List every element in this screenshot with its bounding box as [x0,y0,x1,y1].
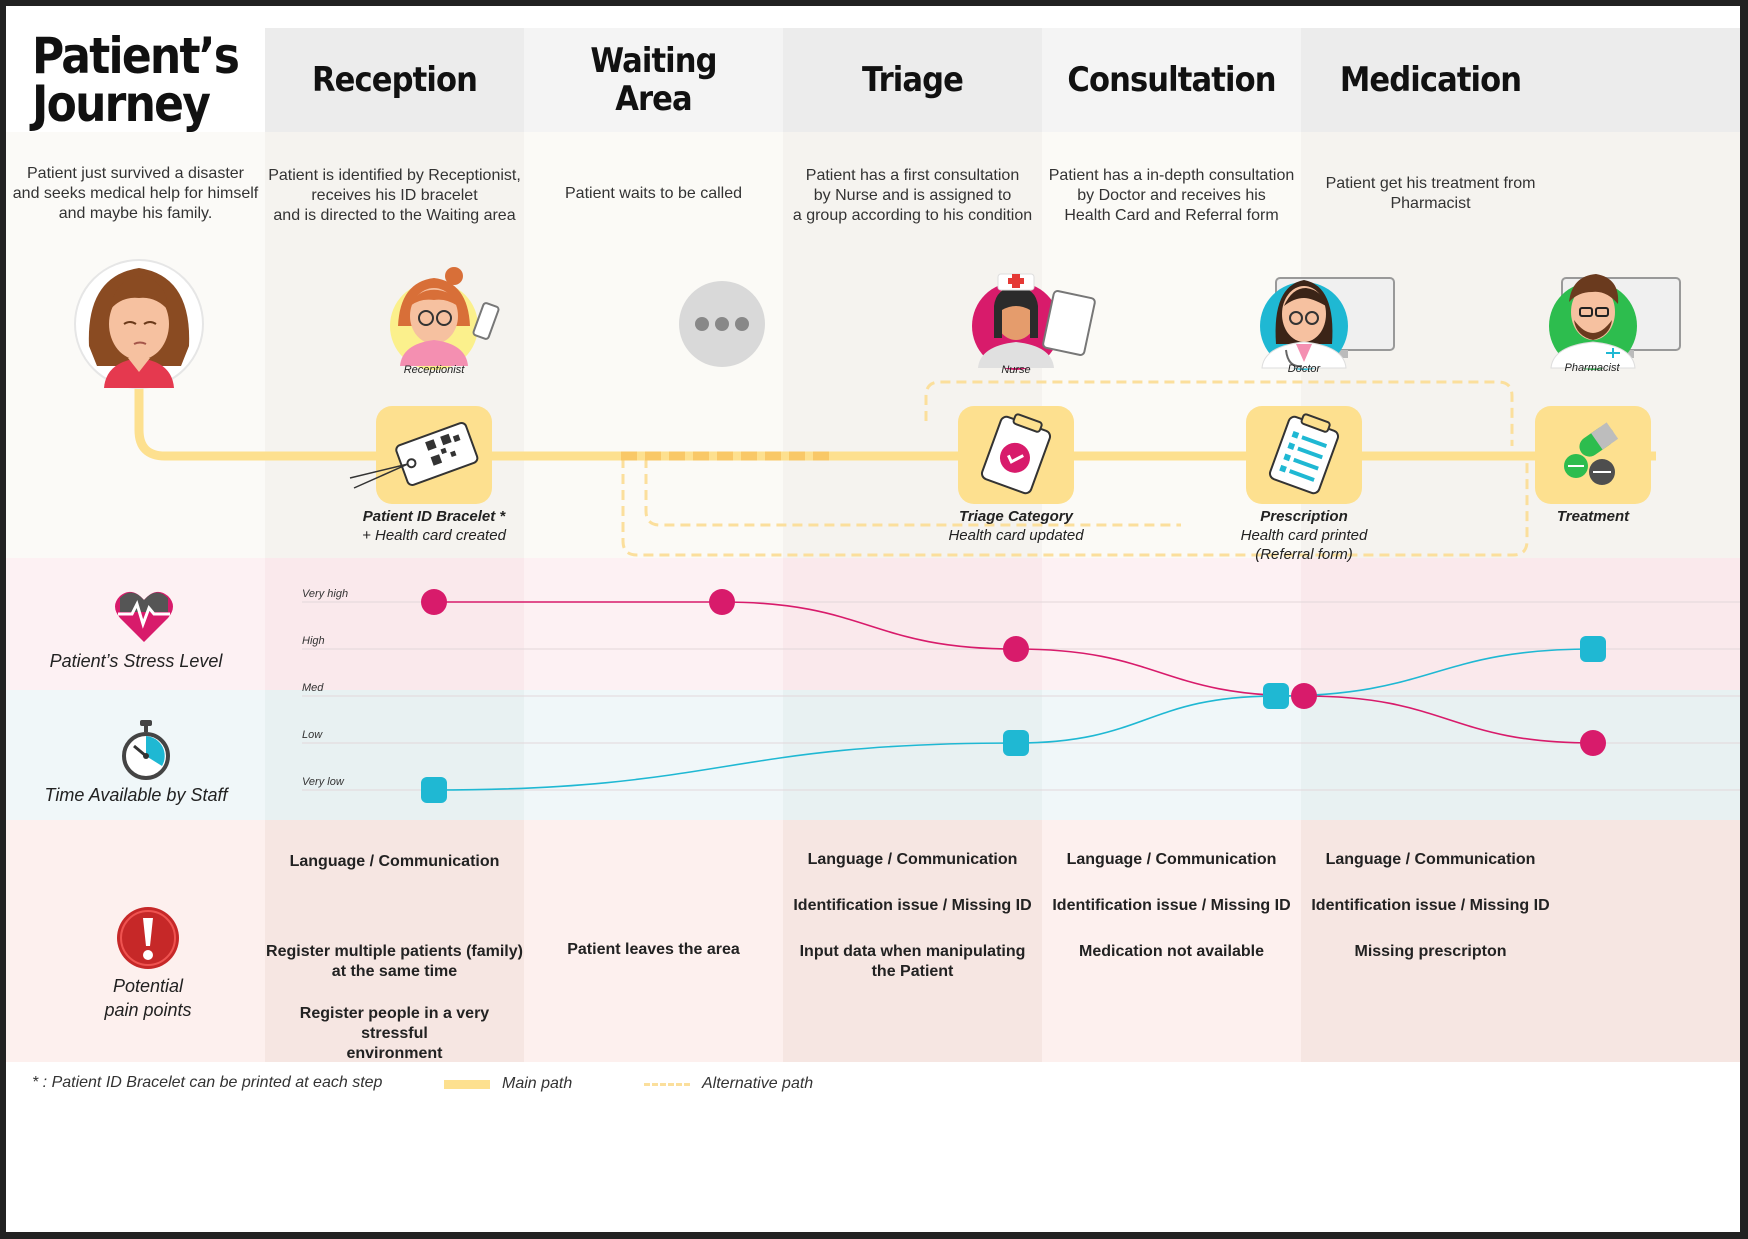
receptionist-caption: Receptionist [403,364,465,376]
bracelet-artifact-icon [349,406,492,504]
stage-title-reception: Reception [312,60,478,100]
stress-time-chart [302,589,1740,803]
alt-path-waiting-to-medication [621,458,1529,557]
stress-point [1003,636,1029,662]
bg-stress-band-col5 [1301,558,1740,690]
main-path-swatch [444,1080,490,1089]
page-title-line1: Patient’s [32,27,240,85]
stage-title-triage: Triage [861,60,964,100]
pain-triage-2: Identification issue / Missing ID [793,897,1032,914]
bg-time-band-col5 [1301,690,1740,820]
main-path-legend: Main path [502,1075,573,1092]
stress-point [421,589,447,615]
pain-reception-2: Register multiple patients (family) at th… [266,943,523,980]
journey-path-graphic [74,259,1681,557]
level-label-med: Med [302,682,324,694]
pain-triage-3: Input data when manipulating the Patient [799,943,1026,980]
pain-waiting-1: Patient leaves the area [567,941,740,958]
nurse-avatar [972,273,1096,370]
triage-artifact-icon [958,406,1074,504]
stage-title-medication: Medication [1339,60,1522,100]
nurse-caption: Nurse [1001,364,1031,376]
main-path [134,371,1656,461]
bg-header-waiting [524,28,783,132]
time-point [1263,683,1289,709]
triage-label: Triage Category Health card updated [948,508,1084,544]
page-title-line2: Journey [32,75,211,133]
level-label-low: Low [302,729,323,741]
pain-reception-3: Register people in a very stressful envir… [299,1005,490,1062]
level-label-very-high: Very high [302,588,349,600]
time-point [1003,730,1029,756]
stress-line [433,601,1594,744]
bg-header-triage [783,28,1042,132]
bg-pain-band-col5 [1301,820,1740,1062]
bg-time-band-col3 [783,690,1042,820]
pain-points-label: Potential pain points [104,976,192,1020]
bg-header-medication [1301,28,1740,132]
stage-title-consultation: Consultation [1067,60,1276,100]
desc-consultation: Patient has a in-depth consultation by Do… [1048,167,1295,224]
stress-point [1580,730,1606,756]
pain-consultation-2: Identification issue / Missing ID [1052,897,1291,914]
journey-map: Patient’s Journey Reception Waiting Area … [6,6,1740,1232]
page-title: Patient’s Journey [32,27,240,133]
pain-medication-1: Language / Communication [1325,851,1536,868]
level-label-high: High [302,635,325,647]
desc-patient: Patient just survived a disaster and seek… [12,165,259,222]
bracelet-label: Patient ID Bracelet * + Health card crea… [362,508,506,544]
stress-point [709,589,735,615]
pain-consultation-1: Language / Communication [1066,851,1277,868]
time-row-label: Time Available by Staff [44,785,228,805]
prescription-artifact-icon [1246,406,1362,504]
desc-triage: Patient has a first consultation by Nurse… [792,167,1033,224]
treatment-artifact-icon [1535,406,1651,504]
alt-path-legend: Alternative path [702,1075,814,1092]
bg-time-band-col1 [265,690,524,820]
time-point [421,777,447,803]
receptionist-avatar [390,267,500,370]
pharmacist-avatar [1549,274,1681,370]
doctor-caption: Doctor [1287,363,1321,375]
alt-path-triage-to-medication [924,380,1514,446]
pain-reception-1: Language / Communication [289,853,500,870]
patient-avatar [74,259,204,389]
footnote: * : Patient ID Bracelet can be printed a… [32,1074,383,1091]
waiting-icon [679,281,765,367]
time-line [433,648,1594,791]
stage-title-waiting: Waiting Area [590,41,717,119]
bg-header-consultation [1042,28,1301,132]
stress-point [1291,683,1317,709]
desc-waiting: Patient waits to be called [565,185,742,202]
stopwatch-icon [122,720,170,780]
desc-medication: Patient get his treatment from Pharmacist [1325,175,1536,212]
alt-path-waiting-to-consultation [644,458,1181,527]
prescription-label: Prescription Health card printed (Referr… [1240,508,1368,563]
heart-icon [115,591,173,642]
alt-path-swatch [644,1083,690,1086]
pain-consultation-3: Medication not available [1079,943,1264,960]
doctor-avatar [1260,277,1395,370]
bg-stress-band-col3 [783,558,1042,690]
pain-medication-2: Identification issue / Missing ID [1311,897,1550,914]
level-label-very-low: Very low [302,776,344,788]
bg-pain-band-col3 [783,820,1042,1062]
pain-medication-3: Missing prescripton [1354,943,1507,960]
stress-row-label: Patient’s Stress Level [49,651,223,671]
bg-pain-band-col1 [265,820,524,1062]
desc-reception: Patient is identified by Receptionist, re… [268,167,521,224]
treatment-label: Treatment [1556,508,1630,525]
bg-stress-band-col1 [265,558,524,690]
warning-icon [117,907,179,969]
pain-triage-1: Language / Communication [807,851,1018,868]
time-point [1580,636,1606,662]
bg-header-reception [265,28,524,132]
pharmacist-caption: Pharmacist [1564,362,1620,374]
